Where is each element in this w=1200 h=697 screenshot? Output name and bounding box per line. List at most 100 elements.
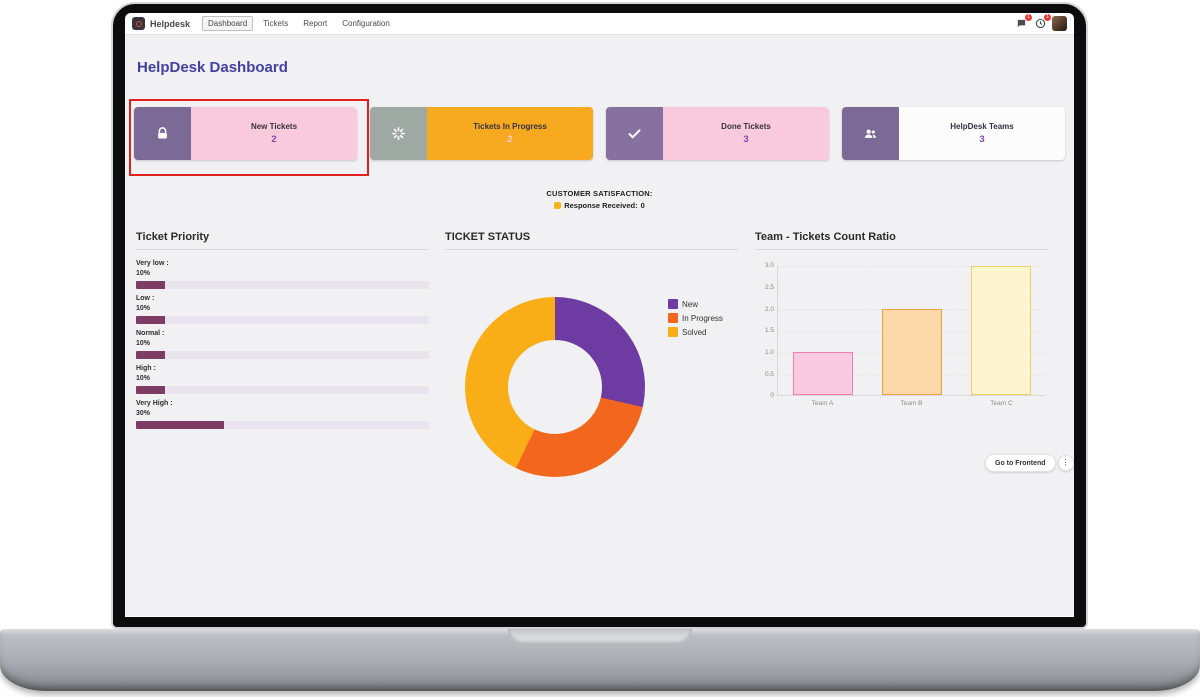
priority-percent: 10% xyxy=(136,340,151,347)
bar-team-a xyxy=(793,352,853,395)
card-title: Done Tickets xyxy=(721,122,771,131)
messages-badge: 1 xyxy=(1025,13,1032,21)
card-tickets-in-progress[interactable]: Tickets In Progress 2 xyxy=(370,107,593,160)
menu-configuration[interactable]: Configuration xyxy=(342,19,390,28)
priority-row-low: Low : 10% xyxy=(136,294,429,324)
card-title: HelpDesk Teams xyxy=(950,122,1014,131)
kebab-menu-icon[interactable]: ⋮ xyxy=(1057,455,1074,471)
priority-row-high: High : 10% xyxy=(136,364,429,394)
priority-label: Very High : xyxy=(136,400,173,407)
legend-swatch-in-progress xyxy=(668,313,678,323)
go-to-frontend-button[interactable]: Go to Frontend xyxy=(985,454,1056,472)
card-body: Done Tickets 3 xyxy=(663,107,829,160)
priority-percent: 10% xyxy=(136,305,151,312)
card-helpdesk-teams[interactable]: HelpDesk Teams 3 xyxy=(842,107,1065,160)
neutral-face-icon xyxy=(554,202,562,209)
card-count: 3 xyxy=(979,134,985,145)
team-bar-chart: 3.0 2.5 2.0 1.5 1.0 0.5 0 Team A Team B … xyxy=(765,262,1045,407)
dashboard-main: HelpDesk Dashboard New Tickets 2 xyxy=(125,35,1074,616)
donut-legend: New In Progress Solved xyxy=(668,299,723,337)
legend-swatch-new xyxy=(668,299,678,309)
lock-icon xyxy=(134,107,191,160)
team-ratio-panel: Team - Tickets Count Ratio 3.0 2.5 2.0 1… xyxy=(755,231,1048,407)
helpdesk-app-icon[interactable] xyxy=(132,17,145,30)
priority-percent: 10% xyxy=(136,375,151,382)
satisfaction-heading: CUSTOMER SATISFACTION: xyxy=(546,189,653,198)
app-logo-glyph xyxy=(135,20,142,27)
ticket-status-donut-chart xyxy=(465,297,645,477)
satisfaction-value: 0 xyxy=(640,201,645,210)
priority-row-normal: Normal : 10% xyxy=(136,329,429,359)
menu-dashboard[interactable]: Dashboard xyxy=(202,16,254,31)
divider xyxy=(136,249,429,250)
card-count: 2 xyxy=(507,134,513,145)
bar-fill xyxy=(136,386,166,394)
ticket-status-panel: TICKET STATUS New In Progress Solved xyxy=(445,231,738,491)
bar-track xyxy=(136,351,429,359)
activities-clock-icon[interactable]: 1 xyxy=(1033,13,1051,31)
legend-in-progress[interactable]: In Progress xyxy=(668,313,723,323)
priority-label: High : xyxy=(136,365,156,372)
legend-label: Solved xyxy=(682,327,707,337)
card-title: Tickets In Progress xyxy=(473,122,547,131)
panel-title: Team - Tickets Count Ratio xyxy=(755,231,896,243)
customer-satisfaction: CUSTOMER SATISFACTION: Response Received… xyxy=(125,189,1074,210)
card-body: New Tickets 2 xyxy=(191,107,357,160)
legend-label: In Progress xyxy=(682,313,723,323)
bar-team-b xyxy=(882,309,942,395)
bar-fill xyxy=(136,351,166,359)
priority-label: Low : xyxy=(136,295,155,302)
legend-swatch-solved xyxy=(668,327,678,337)
x-axis-label: Team B xyxy=(900,400,923,407)
menu-report[interactable]: Report xyxy=(303,19,328,28)
card-body: HelpDesk Teams 3 xyxy=(899,107,1065,160)
user-avatar[interactable] xyxy=(1052,16,1067,31)
panel-title: TICKET STATUS xyxy=(445,231,531,243)
bar-track xyxy=(136,421,429,429)
divider xyxy=(445,249,738,250)
card-new-tickets[interactable]: New Tickets 2 xyxy=(134,107,357,160)
laptop-screen: Helpdesk Dashboard Tickets Report Config… xyxy=(125,13,1074,617)
y-axis-tick: 1.5 xyxy=(764,327,774,334)
satisfaction-label: Response Received: xyxy=(564,201,638,210)
priority-label: Normal : xyxy=(136,330,165,337)
divider xyxy=(755,249,1048,250)
priority-bar-list: Very low : 10% Low : 10% Normal : 10% xyxy=(136,259,429,429)
priority-row-very-high: Very High : 30% xyxy=(136,399,429,429)
card-body: Tickets In Progress 2 xyxy=(427,107,593,160)
laptop-notch xyxy=(508,629,692,643)
priority-percent: 30% xyxy=(136,410,151,417)
bar-track xyxy=(136,316,429,324)
spinner-icon xyxy=(370,107,427,160)
bar-fill xyxy=(136,421,224,429)
bar-track xyxy=(136,281,429,289)
priority-percent: 10% xyxy=(136,270,151,277)
y-axis-tick: 3.0 xyxy=(764,262,774,269)
check-icon xyxy=(606,107,663,160)
bar-track xyxy=(136,386,429,394)
panel-title: Ticket Priority xyxy=(136,231,210,243)
priority-row-very-low: Very low : 10% xyxy=(136,259,429,289)
legend-label: New xyxy=(682,299,699,309)
frontend-controls: Go to Frontend ⋮ xyxy=(985,454,1074,472)
y-axis-tick: 2.0 xyxy=(764,306,774,313)
menu-tickets[interactable]: Tickets xyxy=(263,19,289,28)
bar-fill xyxy=(136,316,166,324)
legend-new[interactable]: New xyxy=(668,299,723,309)
x-axis-label: Team A xyxy=(811,400,834,407)
messages-icon[interactable]: 1 xyxy=(1014,13,1032,31)
users-icon xyxy=(842,107,899,160)
legend-solved[interactable]: Solved xyxy=(668,327,723,337)
card-title: New Tickets xyxy=(250,122,298,131)
app-title[interactable]: Helpdesk xyxy=(150,18,191,29)
card-count: 2 xyxy=(271,134,277,145)
bar-team-c xyxy=(971,266,1031,395)
activities-badge: 1 xyxy=(1044,13,1051,21)
y-axis-tick: 1.0 xyxy=(764,349,774,356)
y-axis-tick: 0.5 xyxy=(764,371,774,378)
bar-fill xyxy=(136,281,166,289)
page-title: HelpDesk Dashboard xyxy=(137,59,288,76)
ticket-priority-panel: Ticket Priority Very low : 10% Low : 10% xyxy=(136,231,429,434)
card-done-tickets[interactable]: Done Tickets 3 xyxy=(606,107,829,160)
